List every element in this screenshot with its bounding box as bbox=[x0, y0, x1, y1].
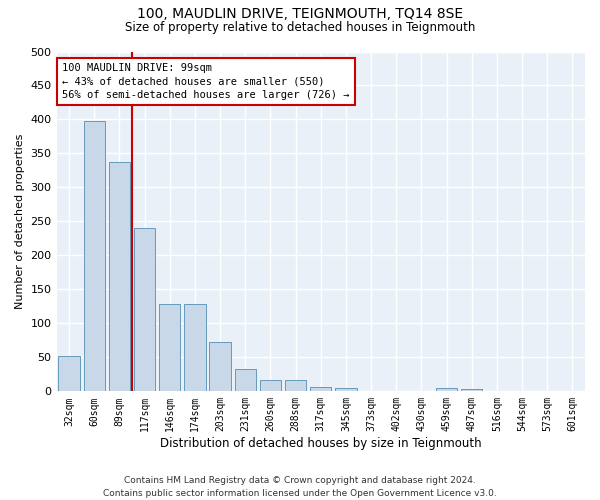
X-axis label: Distribution of detached houses by size in Teignmouth: Distribution of detached houses by size … bbox=[160, 437, 482, 450]
Bar bbox=[235, 369, 256, 392]
Bar bbox=[436, 388, 457, 392]
Bar bbox=[285, 380, 307, 392]
Bar bbox=[310, 388, 331, 392]
Bar bbox=[109, 162, 130, 392]
Text: Size of property relative to detached houses in Teignmouth: Size of property relative to detached ho… bbox=[125, 21, 475, 34]
Bar bbox=[83, 121, 105, 392]
Bar bbox=[461, 388, 482, 392]
Bar bbox=[209, 342, 231, 392]
Text: Contains HM Land Registry data © Crown copyright and database right 2024.
Contai: Contains HM Land Registry data © Crown c… bbox=[103, 476, 497, 498]
Bar bbox=[58, 356, 80, 392]
Text: 100 MAUDLIN DRIVE: 99sqm
← 43% of detached houses are smaller (550)
56% of semi-: 100 MAUDLIN DRIVE: 99sqm ← 43% of detach… bbox=[62, 64, 349, 100]
Bar bbox=[260, 380, 281, 392]
Bar bbox=[562, 390, 583, 392]
Y-axis label: Number of detached properties: Number of detached properties bbox=[15, 134, 25, 309]
Bar bbox=[159, 304, 181, 392]
Text: 100, MAUDLIN DRIVE, TEIGNMOUTH, TQ14 8SE: 100, MAUDLIN DRIVE, TEIGNMOUTH, TQ14 8SE bbox=[137, 8, 463, 22]
Bar bbox=[134, 228, 155, 392]
Bar bbox=[184, 304, 206, 392]
Bar bbox=[335, 388, 356, 392]
